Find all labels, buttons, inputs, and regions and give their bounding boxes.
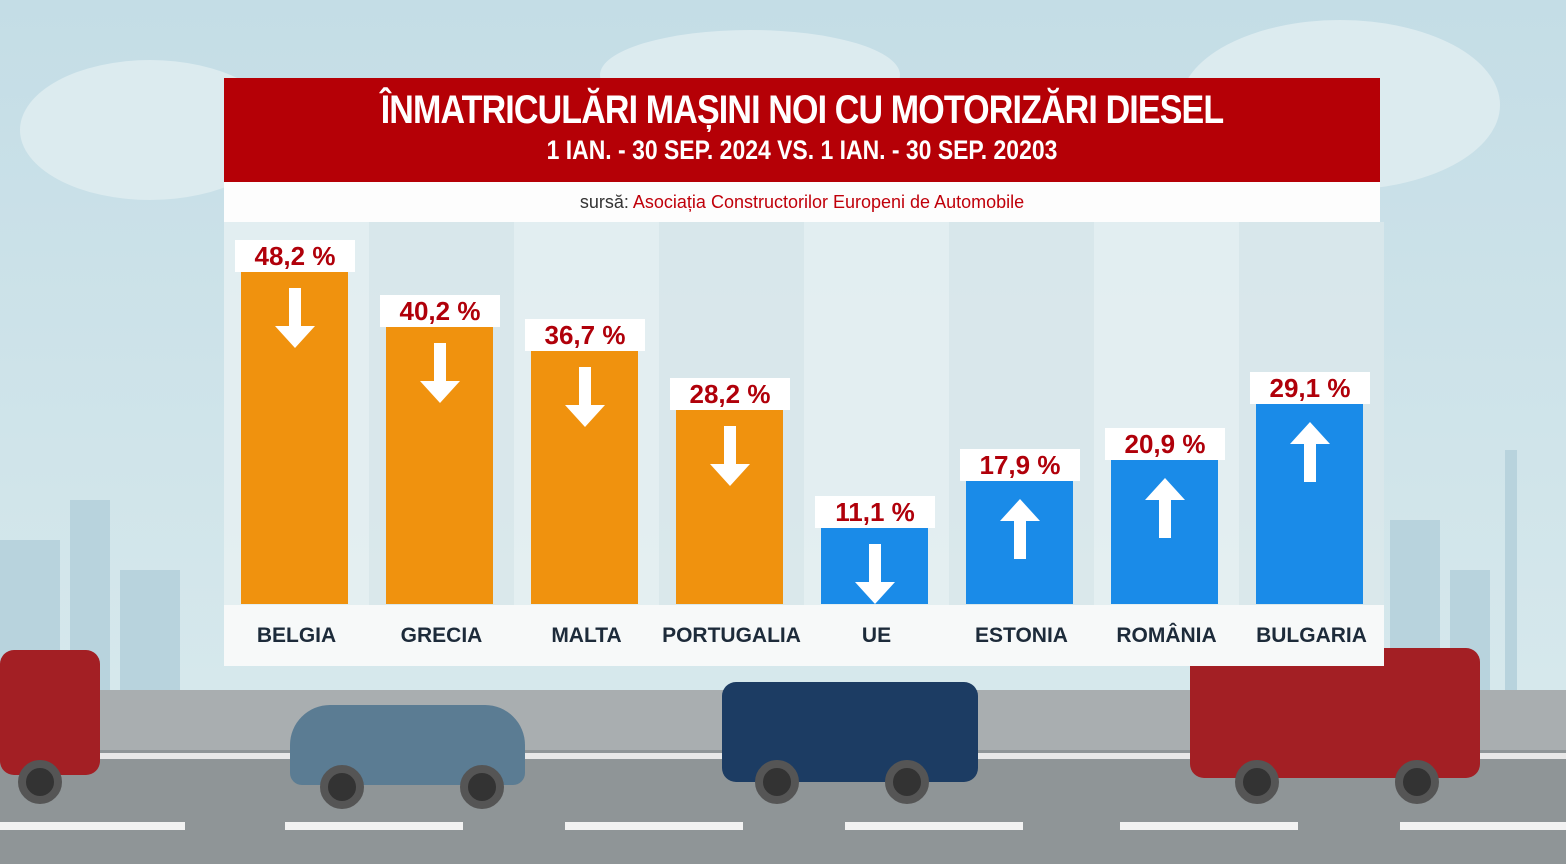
source-text: Asociația Constructorilor Europeni de Au… [632,192,1025,212]
value-label: 11,1 % [815,495,935,528]
category-label: UE [861,624,892,647]
category-label-bg [659,605,804,666]
wheel [885,760,929,804]
category-label: PORTUGALIA [662,624,801,647]
wheel [18,760,62,804]
wheel [1235,760,1279,804]
red-truck-left [0,650,100,775]
bar-românia [1111,459,1218,604]
category-label-bg [514,605,659,666]
category-label-bg [1239,605,1384,666]
lane-marking [1400,822,1566,830]
value-label: 17,9 % [960,448,1080,481]
category-label: GRECIA [400,624,483,647]
category-label-bg [804,605,949,666]
source-prefix: sursă: [579,192,629,212]
chart-subtitle: 1 IAN. - 30 SEP. 2024 VS. 1 IAN. - 30 SE… [546,135,1058,165]
arrow-up-icon [1145,477,1185,538]
lane-marking [285,822,463,830]
skyline-tower [1505,450,1517,690]
arrow-down-icon [855,543,895,604]
wheel [460,765,504,809]
lane-marking [565,822,743,830]
bar-bulgaria [1256,403,1363,604]
red-truck-right [1190,648,1480,778]
arrow-up-icon [1290,421,1330,482]
category-label: BELGIA [256,624,337,647]
category-label-bg [1094,605,1239,666]
value-label: 36,7 % [525,319,645,352]
category-label: BULGARIA [1256,624,1367,647]
value-label: 48,2 % [235,239,355,272]
value-label: 28,2 % [670,377,790,410]
skyline-building [120,570,180,690]
category-label-bg [369,605,514,666]
category-label: ESTONIA [975,624,1068,647]
arrow-down-icon [420,343,460,404]
wheel [320,765,364,809]
bar-malta [531,351,638,604]
arrow-down-icon [710,425,750,486]
bar-belgia [241,271,348,604]
category-label: MALTA [551,624,622,647]
plot-area: 48,2 % BELGIA 40,2 % GRECIA 36,7 % MALTA 28,2 … [224,222,1384,666]
wheel [1395,760,1439,804]
wheel [755,760,799,804]
value-label: 29,1 % [1250,371,1370,404]
category-label-bg [224,605,369,666]
bar-portugalia [676,409,783,604]
lane-marking [1120,822,1298,830]
title-bar: ÎNMATRICULĂRI MAȘINI NOI CU MOTORIZĂRI D… [224,78,1380,182]
lane-marking [0,822,185,830]
bar-estonia [966,480,1073,604]
arrow-down-icon [275,287,315,348]
category-label: ROMÂNIA [1116,624,1217,647]
category-label-bg [949,605,1094,666]
chart-panel: ÎNMATRICULĂRI MAȘINI NOI CU MOTORIZĂRI D… [224,78,1384,666]
arrow-up-icon [1000,498,1040,559]
value-label: 40,2 % [380,295,500,328]
source-line: sursă: Asociația Constructorilor Europen… [224,182,1380,222]
bar-ue [821,527,928,604]
value-label: 20,9 % [1105,427,1225,460]
lane-marking [845,822,1023,830]
chart-title: ÎNMATRICULĂRI MAȘINI NOI CU MOTORIZĂRI D… [380,88,1224,132]
bar-grecia [386,327,493,604]
arrow-down-icon [565,367,605,428]
